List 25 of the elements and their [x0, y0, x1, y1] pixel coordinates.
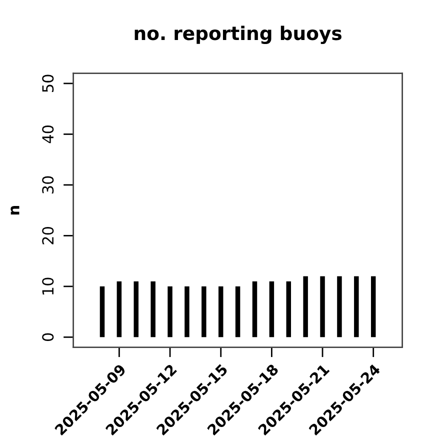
y-tick-label: 40 [42, 125, 54, 144]
bar [218, 286, 224, 338]
y-tick-label: 30 [42, 176, 54, 194]
bar [286, 281, 292, 338]
bar [269, 281, 274, 338]
y-tick-label: 0 [42, 333, 54, 342]
bar [370, 276, 376, 338]
bar [252, 281, 258, 338]
bar [354, 276, 359, 338]
bar [235, 286, 240, 338]
bar [168, 286, 172, 338]
y-tick-label: 50 [42, 74, 54, 92]
bar [116, 281, 122, 338]
bar [150, 281, 156, 338]
bar [202, 286, 206, 338]
bar [134, 281, 139, 338]
bar [100, 286, 105, 338]
bar [184, 286, 190, 338]
bar [337, 276, 342, 338]
y-tick-label: 10 [42, 278, 54, 294]
bar [303, 276, 308, 338]
chart-title: no. reporting buoys [134, 26, 342, 44]
y-axis-title: n [10, 206, 20, 214]
bar [320, 276, 325, 338]
y-tick-label: 20 [42, 226, 54, 244]
